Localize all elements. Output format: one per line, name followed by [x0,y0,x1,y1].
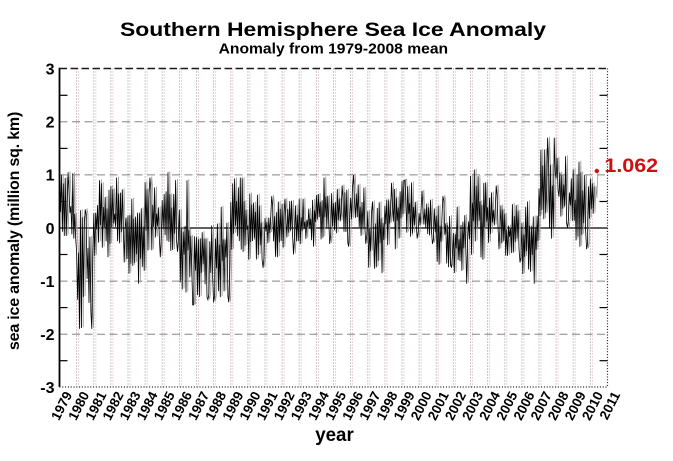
svg-text:1.062: 1.062 [604,156,658,177]
svg-text:year: year [315,425,354,446]
svg-text:3: 3 [46,62,55,79]
svg-text:0: 0 [46,221,55,238]
svg-text:Southern Hemisphere Sea Ice An: Southern Hemisphere Sea Ice Anomaly [120,20,547,41]
svg-text:-3: -3 [40,380,54,397]
svg-text:sea ice anomaly (million sq. k: sea ice anomaly (million sq. km) [6,112,23,350]
svg-text:1: 1 [46,168,55,185]
svg-text:2: 2 [46,115,55,132]
svg-text:-1: -1 [40,274,54,291]
svg-text:-2: -2 [40,327,54,344]
svg-text:Anomaly from 1979-2008 mean: Anomaly from 1979-2008 mean [219,40,449,57]
